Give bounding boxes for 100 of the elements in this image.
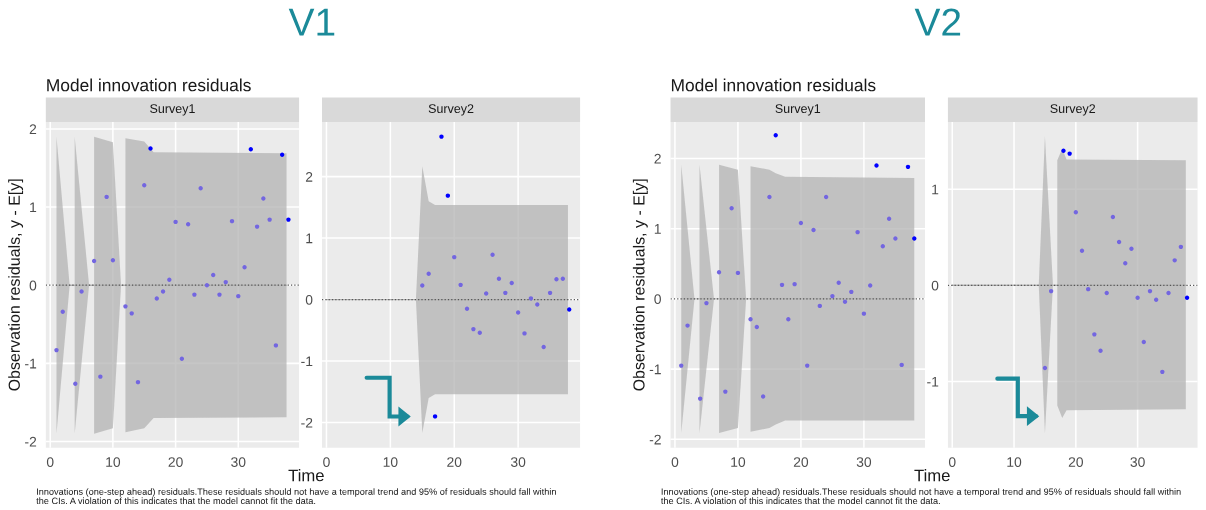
point [179, 356, 185, 361]
point [211, 272, 216, 278]
point [704, 300, 709, 306]
point [185, 222, 191, 227]
point [893, 236, 898, 241]
chart-title: Survey1 [150, 104, 195, 116]
y-axis-title: Observation residuals, y - E[y] [8, 179, 24, 391]
point [735, 270, 741, 276]
x-tick-label: 10 [106, 457, 121, 468]
y-tick-label: 2 [29, 124, 37, 134]
point [1166, 290, 1171, 296]
point [567, 307, 572, 312]
x-tick-label: 30 [856, 457, 872, 468]
y-tick-label: -2 [301, 417, 313, 428]
point [528, 296, 534, 301]
point [792, 281, 797, 287]
point [1085, 286, 1091, 292]
point [1135, 295, 1140, 301]
point [1061, 148, 1066, 153]
point [861, 311, 867, 316]
point [811, 227, 816, 233]
point [535, 302, 540, 307]
y-tick-label: 2 [654, 153, 661, 164]
chart-title: Survey2 [428, 104, 474, 116]
point [477, 330, 482, 335]
point [522, 331, 527, 336]
point [490, 252, 495, 257]
point [798, 220, 804, 226]
point [1141, 339, 1146, 345]
x-tick-label: 20 [1068, 457, 1084, 468]
x-tick-label: 0 [671, 457, 679, 468]
point [60, 309, 65, 314]
point [868, 283, 873, 288]
point [439, 134, 444, 139]
point [874, 163, 879, 168]
point [123, 304, 128, 309]
point [541, 344, 546, 350]
point [679, 363, 684, 368]
x-tick-label: 0 [323, 457, 330, 468]
point [1116, 239, 1122, 245]
point [779, 282, 785, 288]
point [242, 265, 247, 270]
point [767, 194, 772, 200]
point [54, 347, 59, 353]
point [471, 326, 476, 332]
point [229, 218, 235, 224]
point [515, 310, 521, 315]
point [886, 216, 892, 222]
text: V1 [288, 8, 335, 36]
point [842, 299, 848, 304]
point [554, 277, 559, 282]
point [1104, 290, 1109, 296]
point [129, 311, 134, 316]
point [697, 396, 703, 401]
y-axis-title: Observation residuals, y - E[y] [632, 179, 648, 391]
point [830, 293, 835, 299]
y-tick-label: 0 [305, 294, 313, 305]
point [729, 206, 734, 211]
point [880, 244, 885, 249]
x-tick-label: 30 [510, 457, 526, 468]
y-tick-label: 1 [306, 233, 313, 244]
x-tick-label: 20 [793, 457, 809, 468]
point [452, 254, 457, 260]
y-tick-label: 2 [305, 171, 313, 182]
x-axis-title: Time [914, 469, 950, 482]
text: Model innovation residuals [47, 78, 251, 92]
point [432, 414, 438, 419]
point [464, 306, 470, 312]
point [204, 283, 210, 288]
point [142, 183, 147, 188]
point [1184, 295, 1190, 301]
y-tick-label: 0 [654, 294, 661, 305]
point [503, 290, 508, 296]
y-tick-label: 1 [654, 224, 661, 234]
point [509, 280, 514, 286]
point [279, 152, 285, 157]
point [110, 258, 116, 263]
y-tick-label: -2 [25, 436, 37, 447]
point [899, 362, 904, 368]
point [1098, 348, 1103, 353]
text: V2 [914, 8, 961, 36]
x-tick-label: 20 [447, 457, 462, 468]
point [273, 343, 279, 348]
x-tick-label: 10 [1007, 457, 1022, 468]
point [104, 194, 109, 200]
point [760, 394, 766, 399]
point [167, 277, 172, 282]
point [1048, 288, 1054, 294]
point [91, 258, 97, 264]
point [716, 270, 722, 275]
point [773, 133, 778, 138]
point [173, 219, 178, 225]
point [420, 283, 425, 288]
point [805, 363, 810, 368]
point [192, 292, 197, 297]
text: Innovations (one-step ahead) residuals.These residuals should not have a temporal trend and 95% of residuals should fall within the CIs. A violation of this indicates that the model cannot fit the data. [661, 488, 1181, 505]
point [496, 276, 502, 281]
point [1042, 365, 1048, 371]
point [723, 389, 728, 394]
point [560, 276, 566, 281]
